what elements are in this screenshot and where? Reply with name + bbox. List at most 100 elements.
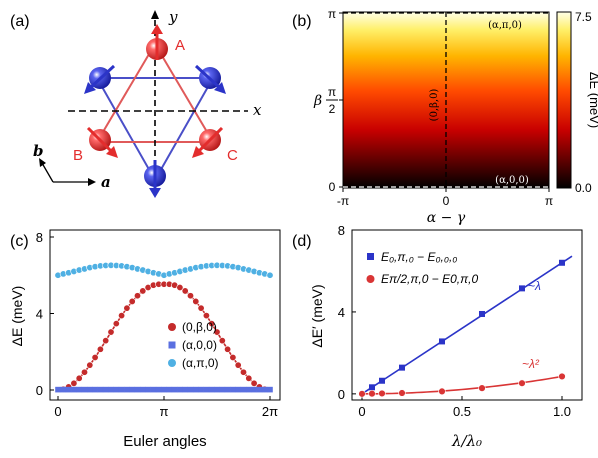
spin-blue-left	[84, 64, 116, 94]
c-point	[213, 328, 221, 336]
b-ytick-label-pi-half-num: π	[328, 85, 336, 99]
c-point	[55, 386, 61, 393]
site-label-C: C	[227, 147, 238, 164]
spin-B	[86, 126, 118, 158]
panel-b-label: (b)	[292, 13, 312, 30]
c-point	[161, 386, 167, 393]
panel-a: (a) y x	[10, 8, 262, 198]
spin-C	[192, 126, 224, 158]
c-point	[76, 386, 82, 393]
d-point	[438, 387, 446, 396]
d-xtick-label: 0.5	[453, 404, 471, 419]
c-point	[155, 386, 162, 393]
c-point	[112, 320, 120, 328]
c-point	[250, 379, 258, 387]
heatmap-annot-top: (α,π,0)	[488, 20, 522, 31]
c-point	[181, 287, 189, 295]
d-point	[519, 285, 525, 292]
c-point	[81, 368, 89, 376]
c-point	[118, 386, 125, 393]
c-point	[108, 386, 114, 393]
vec-b-label: b	[33, 142, 44, 160]
d-point	[368, 389, 376, 398]
c-point	[70, 379, 78, 387]
d-point	[439, 338, 445, 345]
c-point	[240, 368, 248, 376]
d-ytick-label: 4	[338, 305, 345, 320]
c-point	[240, 386, 247, 393]
d-fit-label-linear: ~λ	[528, 279, 541, 293]
c-point	[208, 320, 216, 328]
c-point	[102, 386, 109, 393]
c-point	[261, 386, 268, 393]
d-legend-label: Eπ/2,π,0 − E0,π,0	[381, 272, 478, 286]
c-point	[140, 386, 146, 393]
c-point	[60, 386, 67, 393]
c-ytick-label: 4	[36, 307, 43, 322]
d-point	[559, 259, 565, 266]
d-fit-quadratic	[361, 375, 563, 395]
d-legend-marker	[366, 275, 375, 283]
d-point	[518, 379, 526, 387]
blue-triangle	[95, 77, 215, 183]
c-point	[234, 361, 242, 369]
spin-A	[146, 24, 168, 60]
c-point	[224, 386, 231, 393]
c-point	[267, 386, 273, 393]
vec-a-arrow	[88, 178, 96, 186]
b-xtick-label-0: -π	[337, 194, 349, 208]
c-point	[129, 386, 135, 393]
vec-b-line	[41, 162, 54, 183]
panel-c: (c) 0 π 2π 0 4 8 (0,β,0) (α,0,0) (α,π,0) Euler …	[9, 229, 281, 450]
heatmap-annot-mid: (0,β,0)	[429, 89, 440, 122]
c-legend-label: (α,π,0)	[182, 356, 219, 370]
b-xlabel: α − γ	[427, 210, 466, 226]
c-plot-frame	[49, 229, 281, 401]
axis-y-label: y	[168, 8, 178, 26]
c-point	[218, 337, 226, 345]
c-ytick-label: 8	[36, 230, 43, 245]
c-point	[245, 374, 253, 382]
c-xtick-label: π	[160, 404, 169, 419]
c-legend: (0,β,0) (α,0,0) (α,π,0)	[168, 320, 219, 370]
c-point	[229, 353, 237, 361]
c-point	[91, 353, 99, 361]
d-point	[358, 390, 366, 398]
c-point	[71, 386, 77, 393]
c-point	[113, 386, 120, 393]
d-series: ~λ ~λ²	[358, 255, 573, 398]
c-point	[198, 386, 204, 393]
c-point	[256, 386, 263, 393]
d-legend-label: E₀,π,₀ − E₀,₀,₀	[381, 250, 457, 264]
b-xtick-label-1: 0	[443, 194, 450, 208]
c-point	[97, 386, 104, 393]
c-point	[176, 283, 184, 291]
c-point	[92, 386, 98, 393]
c-ticks: 0 π 2π 0 4 8	[36, 230, 278, 419]
c-point	[134, 292, 142, 300]
heatmap-annot-bottom: (α,0,0)	[495, 175, 529, 186]
c-ylabel: ΔE (meV)	[9, 286, 25, 347]
vec-b-arrow	[39, 158, 46, 167]
c-point	[150, 386, 157, 393]
c-point	[166, 386, 173, 393]
panel-d-label: (d)	[292, 233, 312, 250]
c-point	[214, 386, 220, 393]
b-ytick-label-pi-half-den: 2	[329, 102, 336, 116]
c-point	[182, 386, 188, 393]
c-point	[107, 328, 115, 336]
b-xtick-label-2: π	[545, 194, 553, 208]
c-point	[202, 312, 210, 320]
c-point	[134, 386, 141, 393]
c-point	[65, 386, 72, 393]
c-point	[230, 386, 236, 393]
c-point	[86, 361, 94, 369]
panel-a-label: (a)	[10, 13, 30, 30]
c-xtick-label: 0	[54, 404, 61, 419]
c-point	[75, 374, 83, 382]
d-ytick-label: 8	[338, 223, 345, 238]
d-legend: E₀,π,₀ − E₀,₀,₀ Eπ/2,π,0 − E0,π,0	[366, 250, 478, 286]
axis-x-label: x	[253, 101, 262, 119]
c-point	[197, 304, 205, 312]
